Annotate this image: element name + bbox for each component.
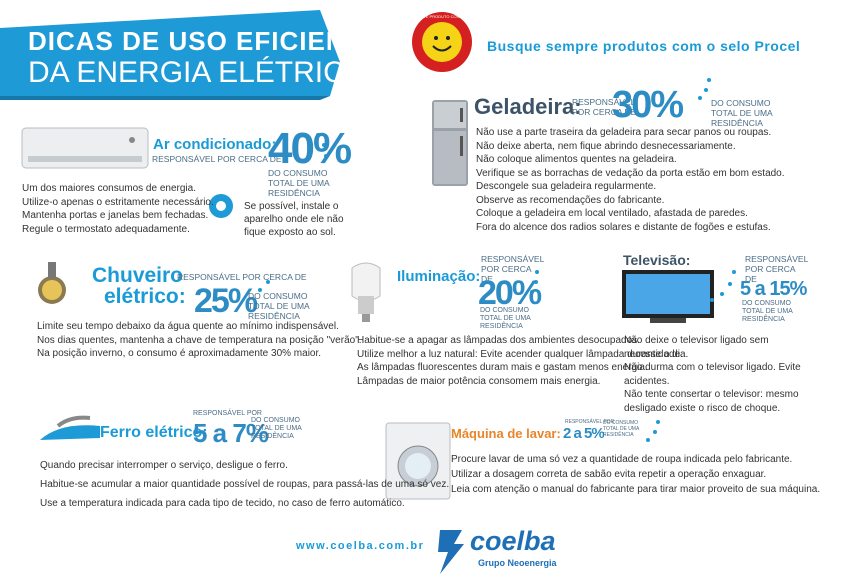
consumption-label: DO CONSUMO TOTAL DE UMA RESIDÊNCIA xyxy=(248,291,310,321)
tv-icon xyxy=(622,270,714,323)
tip: Não deixe aberta, nem fique abrindo desn… xyxy=(476,140,736,152)
percent: 25% xyxy=(194,282,258,320)
responsible-label: RESPONSÁVEL POR CERCA DE xyxy=(481,254,544,284)
tip: Não coloque alimentos quentes na geladei… xyxy=(476,154,677,165)
tip: Não durma com o televisor ligado. Evite … xyxy=(624,362,801,387)
section-title: Geladeira: xyxy=(474,94,582,119)
procel-note: Busque sempre produtos com o selo Procel xyxy=(487,38,801,54)
tip: Mantenha portas e janelas bem fechadas. xyxy=(22,210,209,221)
consumption-label: DO CONSUMO TOTAL DE UMA RESIDÊNCIA xyxy=(480,307,531,330)
percent: 5 a 7% xyxy=(193,418,269,448)
tip: Utilize-o apenas o estritamente necessár… xyxy=(22,196,214,208)
consumption-label: DO CONSUMO TOTAL DE UMA RESIDÊNCIA xyxy=(742,300,793,323)
tips: Quando precisar interromper o serviço, d… xyxy=(40,456,449,513)
consumption-label: DO CONSUMO TOTAL DE UMA RESIDÊNCIA xyxy=(603,420,640,438)
brand: coelba xyxy=(470,526,556,556)
tip: Lâmpadas de maior potência consomem mais… xyxy=(357,375,601,387)
tip: Não use a parte traseira da geladeira pa… xyxy=(476,127,772,138)
dot-arcs xyxy=(258,78,736,442)
tip: Procure lavar de uma só vez a quantidade… xyxy=(451,454,793,465)
tip: As lâmpadas fluorescentes duram mais e g… xyxy=(357,362,648,373)
section-title-2: elétrico: xyxy=(104,285,186,308)
consumption-label: DO CONSUMO TOTAL DE UMA RESIDÊNCIA xyxy=(711,98,773,128)
responsible-label: RESPONSÁVEL POR CERCA DE xyxy=(745,254,808,284)
gear-icon xyxy=(209,194,233,218)
tips: Procure lavar de uma só vez a quantidade… xyxy=(451,452,820,497)
responsible-label: RESPONSÁVEL POR xyxy=(193,410,262,417)
responsible-label: RESPONSÁVEL POR CERCA DE xyxy=(177,272,307,282)
consumption-label: DO CONSUMO TOTAL DE UMA RESIDÊNCIA xyxy=(268,168,330,198)
tip: Utilizar a dosagem correta de sabão evit… xyxy=(451,469,767,480)
tips: Limite seu tempo debaixo da água quente … xyxy=(37,320,362,361)
percent: 40% xyxy=(268,124,352,173)
washer-icon xyxy=(385,422,451,500)
tips: Habitue-se a apagar as lâmpadas dos ambi… xyxy=(357,334,688,388)
tip: Nos dias quentes, mantenha a chave de te… xyxy=(37,334,362,346)
group: Grupo Neoenergia xyxy=(478,558,557,568)
tip: Regule o termostato adequadamente. xyxy=(22,223,190,235)
seal-text: ESTE PRODUTO CONSOME MENOS ENERGIA xyxy=(418,14,507,19)
bulb-icon xyxy=(351,262,381,322)
fridge-icon xyxy=(432,100,468,186)
section-title: Televisão: xyxy=(623,252,691,268)
coelba-logo xyxy=(438,530,464,574)
section-title: Iluminação: xyxy=(397,268,481,285)
section-title: Ar condicionado: xyxy=(153,136,277,153)
percent: 2 a 5% xyxy=(563,425,605,442)
note: Se possível, instale o aparelho onde ele… xyxy=(244,201,344,238)
title-line-2: DA ENERGIA ELÉTRICA xyxy=(28,56,365,89)
tip: Descongele sua geladeira regularmente. xyxy=(476,181,657,192)
iron-icon xyxy=(40,415,100,440)
title-banner xyxy=(0,10,340,96)
tip: Coloque a geladeira em local ventilado, … xyxy=(476,208,748,219)
tip: Habitue-se acumular a maior quantidade p… xyxy=(40,479,450,490)
tips: Não use a parte traseira da geladeira pa… xyxy=(476,126,785,234)
tip: Não deixe o televisor ligado sem necessi… xyxy=(624,335,769,360)
responsible-label: RESPONSÁVEL POR CERCA DE xyxy=(572,97,637,117)
tip: Leia com atenção o manual do fabricante … xyxy=(451,484,821,495)
section-title: Ferro elétrico: xyxy=(100,424,208,441)
tips: Não deixe o televisor ligado sem necessi… xyxy=(624,334,814,415)
tip: Não tente consertar o televisor: mesmo d… xyxy=(624,389,799,414)
tip: Limite seu tempo debaixo da água quente … xyxy=(37,321,339,332)
section-title-1: Chuveiro xyxy=(92,264,184,287)
shower-icon xyxy=(38,262,66,304)
url: www.coelba.com.br xyxy=(296,540,425,552)
procel-seal xyxy=(412,12,472,72)
tip: Utilize melhor a luz natural: Evite acen… xyxy=(357,348,689,360)
responsible-label: RESPONSÁVEL POR CERCA DE xyxy=(152,154,282,164)
consumption-label: DO CONSUMO TOTAL DE UMA RESIDÊNCIA xyxy=(251,417,302,440)
tips: Um dos maiores consumos de energia. Utili… xyxy=(22,182,214,236)
banner-shadow xyxy=(0,96,330,100)
tip: Observe as recomendações do fabricante. xyxy=(476,194,665,206)
percent: 20% xyxy=(478,274,542,312)
responsible-label: RESPONSÁVEL POR xyxy=(565,419,615,425)
tip: Habitue-se a apagar as lâmpadas dos ambi… xyxy=(357,335,640,346)
tip: Fora do alcence dos radios solares e dis… xyxy=(476,221,771,233)
tip: Use a temperatura indicada para cada tip… xyxy=(40,498,405,509)
percent: 30% xyxy=(612,84,684,126)
ac-icon xyxy=(21,127,149,169)
tip: Verifique se as borrachas de vedação da … xyxy=(476,167,785,179)
tip: Um dos maiores consumos de energia. xyxy=(22,183,196,194)
percent: 5 a 15% xyxy=(740,278,807,300)
tip: Quando precisar interromper o serviço, d… xyxy=(40,460,288,471)
title-line-1: DICAS DE USO EFICIENTE xyxy=(28,26,381,56)
tip: Na posição inverno, o consumo é aproxima… xyxy=(37,348,322,359)
section-title: Máquina de lavar: xyxy=(451,426,561,441)
